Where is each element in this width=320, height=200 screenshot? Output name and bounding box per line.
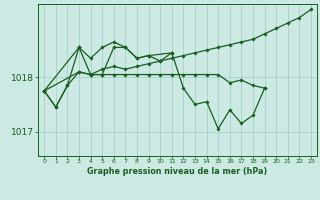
X-axis label: Graphe pression niveau de la mer (hPa): Graphe pression niveau de la mer (hPa): [87, 167, 268, 176]
